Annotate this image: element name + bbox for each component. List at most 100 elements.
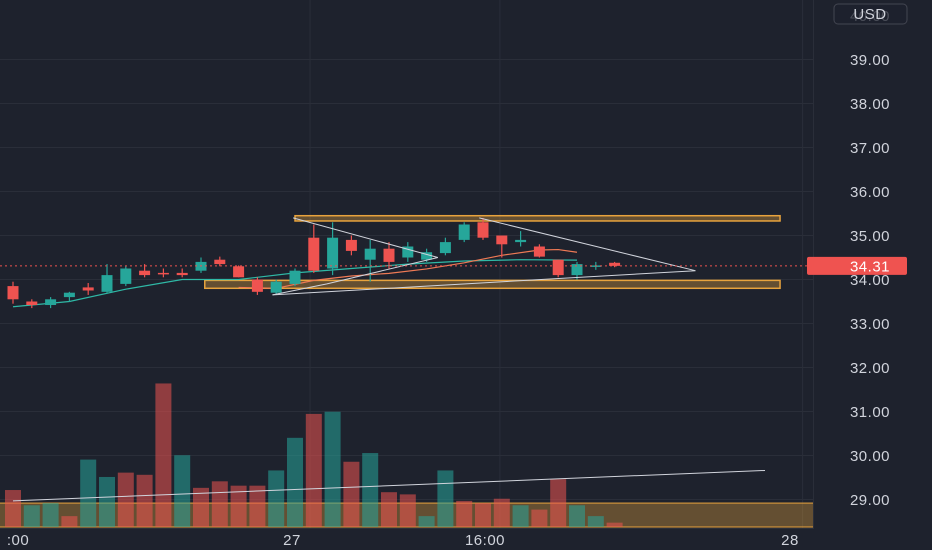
volume-bar <box>343 461 360 527</box>
candlesticks[interactable] <box>7 217 621 309</box>
candle <box>609 261 621 268</box>
time-axis-panel[interactable] <box>0 529 814 550</box>
candle <box>477 217 489 240</box>
candle <box>63 291 75 302</box>
candle-body <box>552 259 564 276</box>
volume-bar <box>381 492 397 527</box>
time-tick-label: 16:00 <box>465 532 505 549</box>
volume-bar <box>211 481 228 527</box>
price-tick-label: 36.00 <box>850 184 890 201</box>
trendline <box>272 283 328 296</box>
volume-bar <box>550 479 567 527</box>
last-price-badge-bg <box>807 256 907 275</box>
price-axis-panel[interactable] <box>814 0 932 550</box>
candle-body <box>496 235 508 245</box>
candle-body <box>364 248 376 260</box>
candle <box>139 264 151 278</box>
price-tick-label: 38.00 <box>850 96 890 113</box>
volume-bar <box>512 505 529 527</box>
price-tick-label: 34.00 <box>850 272 890 289</box>
volume-bar <box>174 455 191 527</box>
candle-body <box>515 239 527 243</box>
candle <box>383 242 395 269</box>
price-zones[interactable] <box>204 214 781 290</box>
volume-bar <box>99 476 115 527</box>
currency-badge-border <box>833 3 908 25</box>
volume-moving-average <box>12 469 766 502</box>
candle <box>26 299 38 309</box>
volume-bar <box>117 472 134 527</box>
volume-bar <box>587 516 604 527</box>
candle <box>458 222 470 243</box>
last-price-label: 34.31 <box>850 258 890 275</box>
volume-bar <box>268 470 285 527</box>
candle-body <box>176 272 188 276</box>
volume-bar <box>23 505 40 527</box>
trendline <box>479 217 696 272</box>
volume-bar <box>287 437 303 527</box>
candle-body <box>120 268 132 284</box>
candle-body <box>233 266 245 278</box>
volume-bar <box>136 474 153 527</box>
price-tick-label: 35.00 <box>850 228 890 245</box>
volume-bar <box>42 503 59 527</box>
volume-bar <box>437 470 454 527</box>
volume-bar <box>475 503 491 527</box>
last-price-badge: 34.31 <box>807 256 907 275</box>
candle <box>176 268 188 278</box>
currency-badge[interactable]: USD <box>833 3 908 25</box>
candle-body <box>477 222 489 238</box>
volume-bar <box>61 516 78 527</box>
volume-ma-line <box>12 469 766 502</box>
candle-body <box>82 287 94 291</box>
candle-body <box>439 242 451 254</box>
candle-body <box>571 264 583 276</box>
price-tick-label: 31.00 <box>850 404 890 421</box>
volume-bar <box>249 485 266 527</box>
candle <box>515 231 527 247</box>
candle <box>45 297 57 309</box>
candle-body <box>157 272 169 275</box>
trendlines[interactable] <box>272 217 696 296</box>
candle <box>533 244 545 258</box>
candle-body <box>327 237 339 269</box>
candle-body <box>7 286 19 300</box>
candle <box>571 261 583 280</box>
volume-bar <box>324 411 341 527</box>
time-tick-label: :00 <box>7 532 29 549</box>
candle <box>233 265 245 278</box>
candle <box>7 281 19 304</box>
grid-lines <box>0 0 814 528</box>
candle-body <box>63 292 75 298</box>
volume-bar <box>193 487 209 527</box>
candle-body <box>458 224 470 240</box>
volume-bar <box>418 516 435 527</box>
candle-body <box>45 299 57 306</box>
candle <box>157 268 169 278</box>
candle <box>552 259 564 278</box>
volume-bar <box>456 500 473 527</box>
candle <box>402 242 414 262</box>
candle-body <box>533 246 545 257</box>
candle <box>439 237 451 256</box>
candle-body <box>609 262 621 266</box>
price-zone <box>294 214 781 222</box>
volume-bar <box>569 505 585 527</box>
time-tick-label: 28 <box>781 532 799 549</box>
candle <box>195 257 207 273</box>
candle <box>120 266 132 287</box>
price-zone <box>204 279 781 290</box>
candle-body <box>345 239 357 251</box>
candle <box>270 279 282 295</box>
candle-body <box>383 248 395 262</box>
price-tick-label: 39.00 <box>850 52 890 69</box>
time-axis-labels: :00 27 16:00 28 <box>7 532 799 549</box>
candle <box>327 222 339 276</box>
price-tick-label: 29.00 <box>850 492 890 509</box>
currency-label: USD <box>853 6 886 23</box>
candle-body <box>308 237 320 271</box>
volume-bar <box>230 485 247 527</box>
price-tick-label: 33.00 <box>850 316 890 333</box>
candle <box>308 224 320 273</box>
